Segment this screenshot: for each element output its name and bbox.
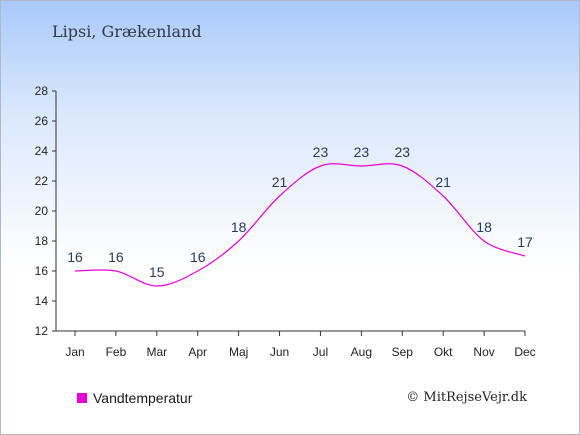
x-tick-label: Jan: [65, 345, 84, 359]
x-tick-label: Sep: [392, 345, 414, 359]
data-label: 23: [313, 144, 329, 160]
y-tick-label: 22: [35, 174, 49, 188]
x-tick-label: Apr: [188, 345, 207, 359]
series-line-vandtemperatur: [74, 163, 526, 287]
legend: Vandtemperatur: [77, 390, 192, 406]
data-label: 17: [517, 234, 533, 250]
x-tick-label: Nov: [473, 345, 494, 359]
y-tick-label: 20: [35, 204, 49, 218]
y-tick-label: 12: [35, 324, 49, 338]
x-tick-label: Jun: [270, 345, 289, 359]
x-tick-label: Mar: [146, 345, 167, 359]
x-tick-label: Okt: [434, 345, 453, 359]
x-tick-label: Aug: [351, 345, 372, 359]
data-label: 18: [231, 219, 247, 235]
y-tick-label: 28: [35, 84, 49, 98]
data-label: 15: [149, 264, 165, 280]
data-label: 21: [272, 174, 288, 190]
x-tick-label: Jul: [313, 345, 328, 359]
data-label: 23: [394, 144, 410, 160]
x-tick-label: Maj: [229, 345, 248, 359]
credit-text: © MitRejseVejr.dk: [406, 390, 527, 405]
legend-swatch: [77, 393, 87, 403]
y-tick-label: 24: [35, 144, 49, 158]
data-label: 23: [354, 144, 370, 160]
data-label: 16: [190, 249, 206, 265]
y-tick-label: 26: [35, 114, 49, 128]
data-label: 21: [435, 174, 451, 190]
y-tick-label: 18: [35, 234, 49, 248]
data-label: 16: [67, 249, 83, 265]
chart-title: Lipsi, Grækenland: [52, 22, 202, 41]
x-tick-label: Feb: [106, 345, 127, 359]
data-label: 18: [476, 219, 492, 235]
y-tick-label: 16: [35, 264, 49, 278]
legend-label: Vandtemperatur: [93, 390, 193, 406]
data-label: 16: [108, 249, 124, 265]
x-tick-label: Dec: [514, 345, 535, 359]
y-tick-label: 14: [35, 294, 49, 308]
